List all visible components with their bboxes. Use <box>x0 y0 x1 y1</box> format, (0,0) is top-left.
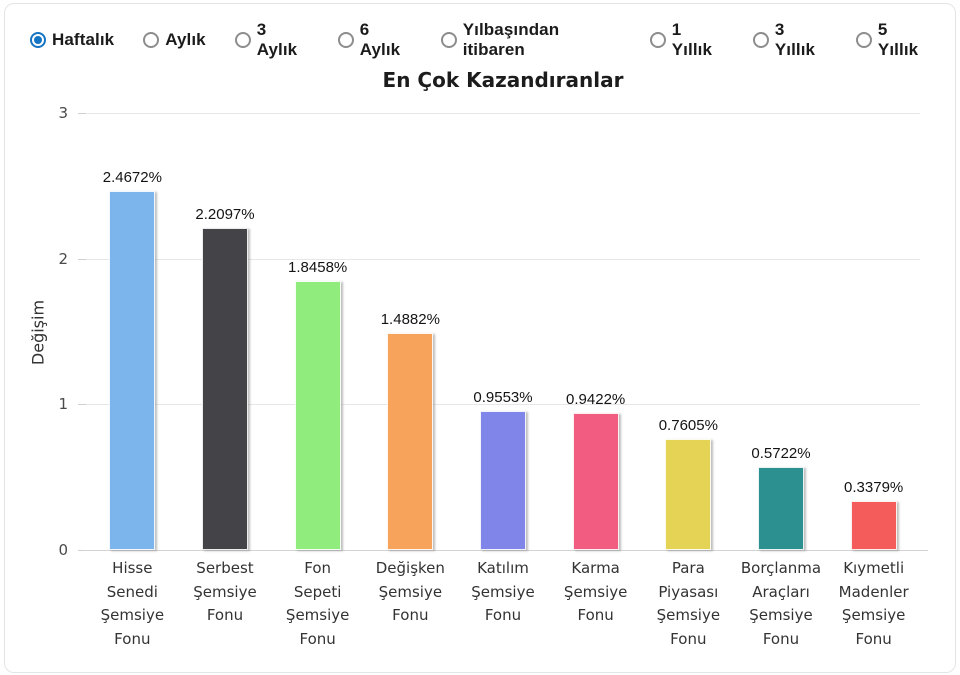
period-option-8[interactable]: 5 Yıllık <box>855 20 930 60</box>
period-option-3[interactable]: 3 Aylık <box>234 20 309 60</box>
y-tick-label: 1 <box>58 395 68 414</box>
y-axis-tick <box>78 258 86 260</box>
radio-unselected-icon[interactable] <box>752 32 769 48</box>
bar-9[interactable] <box>850 500 897 550</box>
radio-unselected-icon[interactable] <box>649 32 666 48</box>
bar-value-label: 1.4882% <box>380 311 440 329</box>
bar-3[interactable] <box>294 281 341 550</box>
period-option-label[interactable]: Haftalık <box>52 30 115 49</box>
period-option-label[interactable]: 3 Yıllık <box>774 20 816 59</box>
radio-dot <box>34 36 42 44</box>
radio-unselected-icon[interactable] <box>234 32 251 48</box>
period-option-label[interactable]: Aylık <box>165 30 206 49</box>
bar-value-label: 0.9553% <box>473 388 533 406</box>
period-option-6[interactable]: 1 Yıllık <box>649 20 724 60</box>
y-tick-label: 3 <box>58 104 68 122</box>
period-option-4[interactable]: 6 Aylık <box>337 20 412 60</box>
bar-value-label: 2.4672% <box>102 168 162 186</box>
period-option-label[interactable]: 1 Yıllık <box>671 20 713 59</box>
category-label: Serbest Şemsiye Fonu <box>193 559 257 624</box>
radio-unselected-icon[interactable] <box>337 32 354 48</box>
radio-unselected-icon[interactable] <box>440 32 457 48</box>
y-axis-tick <box>78 113 86 114</box>
y-axis-tick <box>78 404 86 406</box>
bar-2[interactable] <box>202 228 248 550</box>
period-option-label[interactable]: Yılbaşından itibaren <box>462 20 560 59</box>
period-option-label[interactable]: 5 Yıllık <box>877 20 919 59</box>
radio-selected-icon[interactable] <box>30 32 46 48</box>
x-axis-line <box>86 550 929 551</box>
bar-4[interactable] <box>387 333 434 550</box>
bar-5[interactable] <box>480 410 526 550</box>
period-option-2[interactable]: Aylık <box>143 30 206 50</box>
radio-unselected-icon[interactable] <box>855 32 872 48</box>
category-label: Değişken Şemsiye Fonu <box>375 559 445 624</box>
bar-value-label: 2.2097% <box>195 206 255 224</box>
plot-area: 2.4672% 2.2097% 1.8458% 1.4882% 0.9553% 0.942… <box>78 113 929 551</box>
period-option-label[interactable]: 6 Aylık <box>359 20 401 59</box>
y-axis-tick <box>78 550 86 551</box>
category-label: Borçlanma Araçları Şemsiye Fonu <box>740 559 822 648</box>
period-option-7[interactable]: 3 Yıllık <box>752 20 827 60</box>
category-label: Para Piyasası Şemsiye Fonu <box>656 559 721 648</box>
bar-value-label: 0.7605% <box>658 417 718 435</box>
category-label: Hisse Senedi Şemsiye Fonu <box>100 559 165 648</box>
category-label: Katılım Şemsiye Fonu <box>471 559 535 624</box>
period-option-label[interactable]: 3 Aylık <box>256 20 298 59</box>
category-label: Karma Şemsiye Fonu <box>563 559 628 624</box>
bar-value-label: 1.8458% <box>288 259 348 277</box>
bar-8[interactable] <box>758 466 804 550</box>
bar-value-label: 0.3379% <box>844 478 904 496</box>
radio-unselected-icon[interactable] <box>143 32 160 48</box>
gridline <box>86 258 920 260</box>
bar-value-label: 0.5722% <box>751 444 811 462</box>
gridline <box>86 113 920 114</box>
period-option-5[interactable]: Yılbaşından itibaren <box>440 20 621 60</box>
bar-6[interactable] <box>572 412 619 550</box>
y-axis: 0 1 2 3 <box>40 104 68 559</box>
chart-title: En Çok Kazandıranlar <box>382 68 624 92</box>
gridline <box>86 404 920 406</box>
y-tick-label: 2 <box>58 249 68 268</box>
category-label: Fon Sepeti Şemsiye Fonu <box>285 559 350 648</box>
period-option-1[interactable]: Haftalık <box>30 30 114 50</box>
bar-value-label: 0.9422% <box>566 390 626 408</box>
y-tick-label: 0 <box>58 541 68 559</box>
bar-1[interactable] <box>109 190 156 550</box>
category-label: Kıymetli Madenler Şemsiye Fonu <box>838 559 909 648</box>
bar-7[interactable] <box>665 439 712 550</box>
period-selector: Haftalık Aylık 3 Aylık 6 Aylık Yılbaşından i… <box>30 20 930 60</box>
